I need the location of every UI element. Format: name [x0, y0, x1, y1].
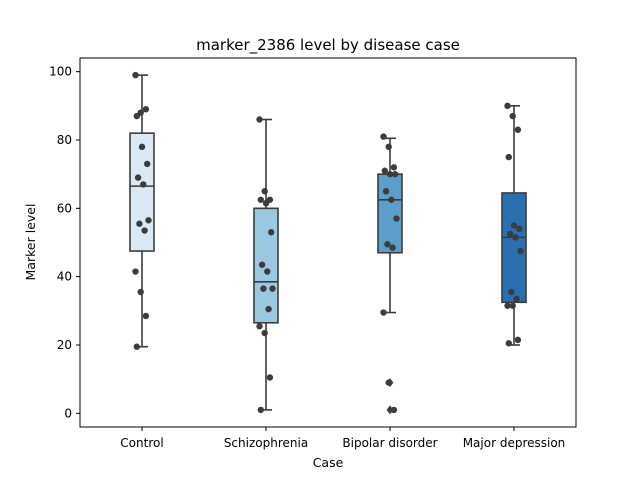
data-point [380, 133, 387, 140]
data-point [389, 244, 396, 251]
data-point [385, 379, 392, 386]
data-point [509, 112, 516, 120]
data-point [134, 174, 142, 181]
data-point [382, 188, 390, 195]
x-tick-label: Major depression [463, 436, 566, 450]
data-point [393, 215, 400, 222]
data-point [260, 285, 267, 292]
data-point [142, 106, 150, 113]
y-tick-label: 20 [57, 338, 72, 352]
data-point [390, 164, 398, 171]
data-point [145, 217, 152, 224]
y-tick-label: 0 [64, 406, 72, 420]
data-point [504, 102, 511, 110]
points-major-depression [504, 102, 524, 347]
data-point [136, 220, 143, 227]
data-point [132, 71, 139, 79]
data-point [504, 302, 511, 309]
data-point [261, 188, 268, 195]
data-point [265, 305, 272, 313]
data-point [514, 336, 522, 344]
data-point [138, 143, 146, 151]
data-point [269, 285, 276, 292]
data-point [388, 196, 395, 203]
data-point [509, 302, 516, 309]
data-point [142, 312, 150, 320]
x-tick-label: Bipolar disorder [342, 436, 437, 450]
data-point [516, 225, 523, 233]
data-point [268, 229, 275, 236]
data-point [512, 234, 519, 241]
data-point [392, 170, 399, 178]
points-bipolar-disorder [380, 133, 400, 414]
y-axis-label: Marker level [23, 204, 38, 281]
data-point [262, 200, 270, 207]
data-point [514, 126, 522, 133]
data-point [141, 227, 148, 234]
data-point [256, 116, 263, 123]
y-tick-label: 60 [57, 201, 72, 215]
iqr-box [501, 192, 527, 304]
data-point [381, 167, 388, 174]
data-point [264, 268, 271, 275]
iqr-box [377, 173, 403, 254]
box-group-schizophrenia [253, 118, 279, 411]
chart-title: marker_2386 level by disease case [196, 36, 460, 55]
data-point [133, 112, 140, 120]
y-tick-label: 80 [57, 133, 72, 147]
data-point [266, 374, 274, 381]
data-point [386, 170, 394, 178]
data-point [513, 295, 520, 303]
data-point [505, 153, 512, 161]
data-point [132, 268, 139, 275]
y-tick-label: 100 [49, 65, 72, 79]
data-point [508, 288, 515, 296]
points-schizophrenia [256, 116, 276, 414]
plot-frame [79, 57, 577, 428]
data-point [133, 343, 140, 350]
data-point [510, 222, 518, 229]
points-control [132, 71, 152, 350]
x-tick-label: Schizophrenia [224, 436, 308, 450]
box-group-control [129, 74, 155, 348]
data-point [258, 261, 266, 268]
data-point [517, 247, 524, 255]
data-point [257, 406, 264, 414]
x-tick-label: Control [120, 436, 163, 450]
data-point [140, 181, 147, 188]
data-point [257, 196, 264, 203]
x-axis-label: Case [313, 455, 344, 470]
data-point [144, 160, 151, 168]
y-tick-label: 40 [57, 270, 72, 284]
data-point [505, 340, 512, 347]
data-point [384, 241, 391, 248]
data-point [506, 230, 514, 238]
data-point [380, 309, 387, 316]
box-group-major-depression [501, 105, 527, 346]
data-point [261, 329, 268, 337]
data-point [390, 406, 398, 414]
data-point [385, 143, 392, 151]
data-point [137, 288, 144, 296]
iqr-box [253, 207, 279, 324]
iqr-box [129, 132, 155, 252]
box-group-bipolar-disorder [377, 137, 403, 415]
data-point [256, 323, 263, 330]
